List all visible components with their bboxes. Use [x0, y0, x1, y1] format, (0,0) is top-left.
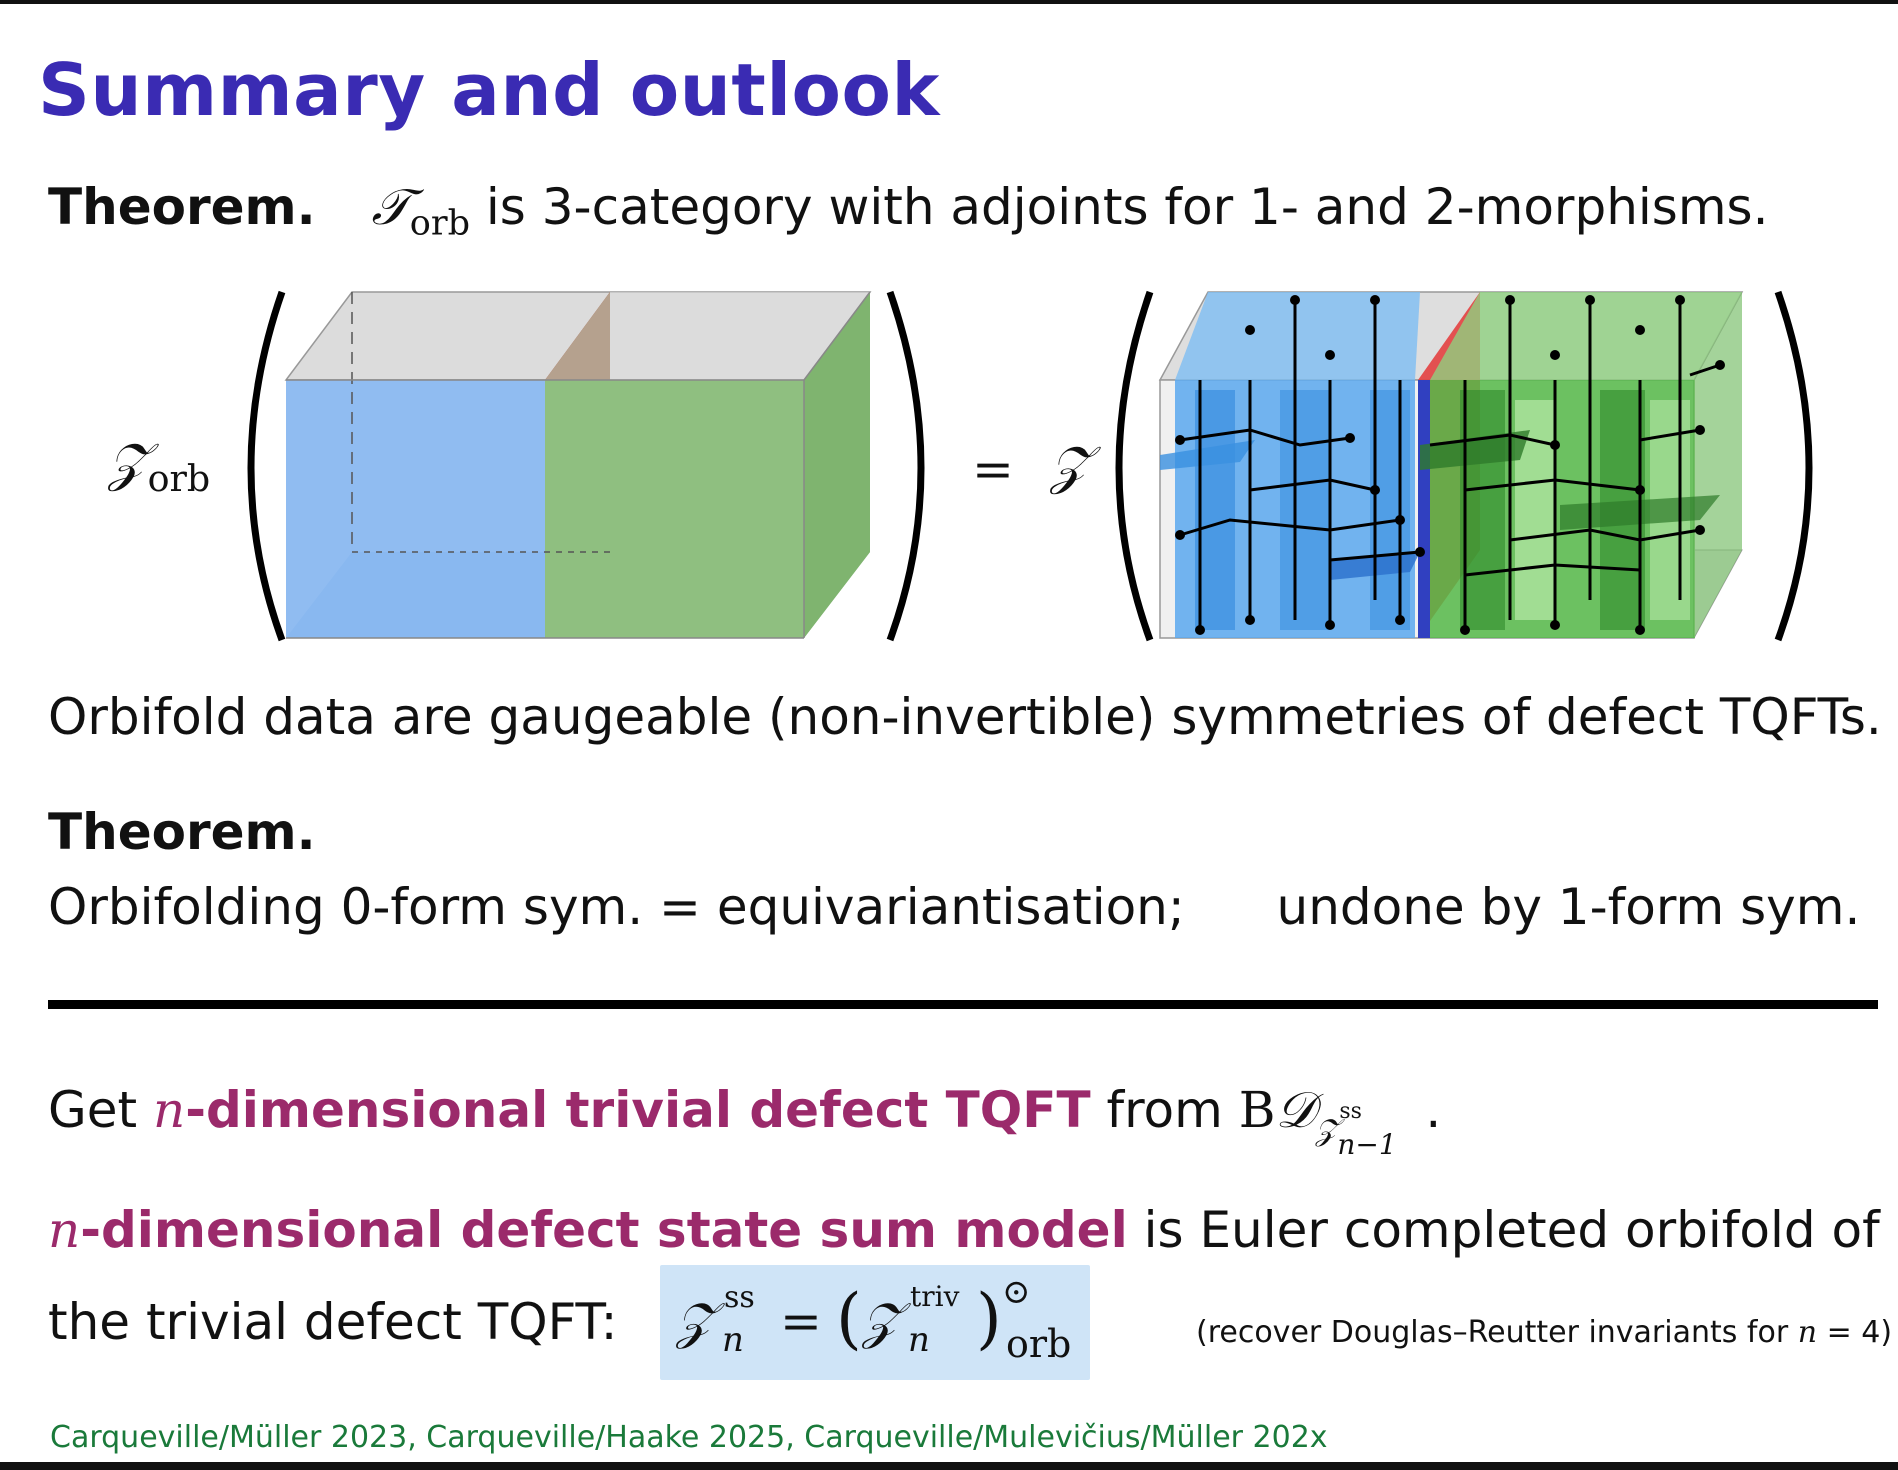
- get-z-sub: n−1: [1337, 1127, 1397, 1161]
- formula-box: [660, 1265, 1090, 1380]
- get-n: n: [153, 1081, 186, 1139]
- figure-equals: =: [972, 440, 1014, 498]
- bottom-border: [0, 1462, 1898, 1470]
- formula-lhs: 𝒵: [676, 1292, 715, 1350]
- rhs-left-paren: [1115, 290, 1154, 642]
- theorem2-text-b: undone by 1-form sym.: [1276, 878, 1861, 936]
- get-end: .: [1425, 1081, 1442, 1139]
- rhs-right-paren: [1774, 290, 1813, 642]
- theorem2-label: Theorem.: [48, 803, 316, 861]
- get-z-sup: ss: [1339, 1098, 1362, 1124]
- douglas-note: (recover Douglas–Reutter invariants for …: [1196, 1315, 1893, 1350]
- citation: Carqueville/Müller 2023, Carqueville/Haa…: [50, 1420, 1328, 1455]
- right-paren: [886, 290, 925, 642]
- section-divider: [48, 1000, 1878, 1009]
- get-bd: B: [1238, 1081, 1276, 1139]
- formula-lhs-sub: n: [722, 1320, 744, 1360]
- trivial-text: the trivial defect TQFT:: [48, 1293, 618, 1351]
- get-d: 𝒟: [1275, 1081, 1316, 1139]
- formula-inner: 𝒵: [862, 1292, 901, 1350]
- blue-region: [286, 380, 545, 638]
- theorem1-line: Theorem. 𝒯orb is 3-category with adjoint…: [48, 180, 1768, 243]
- statesum-line: n-dimensional defect state sum model is …: [48, 1203, 1880, 1258]
- formula-eq: =: [780, 1292, 822, 1350]
- formula: 𝒵 ss n = ( 𝒵 triv n ) ⊙ orb: [676, 1272, 1086, 1380]
- formula-inner-sub: n: [908, 1320, 930, 1360]
- theorem1-symbol: 𝒯: [371, 178, 410, 236]
- lhs-symbol: 𝒵: [108, 433, 148, 493]
- formula-lparen: (: [836, 1280, 862, 1357]
- formula-lhs-sup: ss: [724, 1280, 755, 1315]
- formula-rparen: ): [976, 1280, 1002, 1357]
- slide-title: Summary and outlook: [38, 48, 940, 132]
- statesum-n: n: [48, 1201, 81, 1259]
- top-border: [0, 0, 1898, 4]
- get-highlight: -dimensional trivial defect TQFT: [185, 1081, 1091, 1139]
- formula-outer-sup: ⊙: [1002, 1272, 1031, 1312]
- rhs-z: 𝒵: [1050, 436, 1090, 496]
- lhs-z-orb: 𝒵orb: [108, 433, 211, 500]
- left-paren: [247, 290, 286, 642]
- orbifold-line: Orbifold data are gaugeable (non-inverti…: [48, 688, 1882, 746]
- get-prefix: Get: [48, 1081, 138, 1139]
- green-front: [545, 380, 804, 638]
- formula-inner-sup: triv: [910, 1280, 960, 1313]
- green-top: [545, 292, 870, 380]
- formula-outer-sub: orb: [1006, 1322, 1072, 1366]
- theorem1-label: Theorem.: [48, 178, 316, 236]
- get-z: 𝒵: [1315, 1112, 1339, 1148]
- get-line: Get n-dimensional trivial defect TQFT fr…: [48, 1081, 1442, 1160]
- statesum-highlight: -dimensional defect state sum model: [80, 1201, 1128, 1259]
- theorem1-symbol-sub: orb: [409, 203, 470, 244]
- theorem2-text-a: Orbifolding 0-form sym. = equivariantisa…: [48, 878, 1185, 936]
- green-side: [804, 292, 870, 638]
- statesum-rest: is Euler completed orbifold of: [1143, 1201, 1880, 1259]
- theorem2-text: Orbifolding 0-form sym. = equivariantisa…: [48, 880, 1860, 935]
- lhs-sub: orb: [147, 456, 211, 500]
- get-from: from: [1106, 1081, 1223, 1139]
- theorem1-text: is 3-category with adjoints for 1- and 2…: [485, 178, 1769, 236]
